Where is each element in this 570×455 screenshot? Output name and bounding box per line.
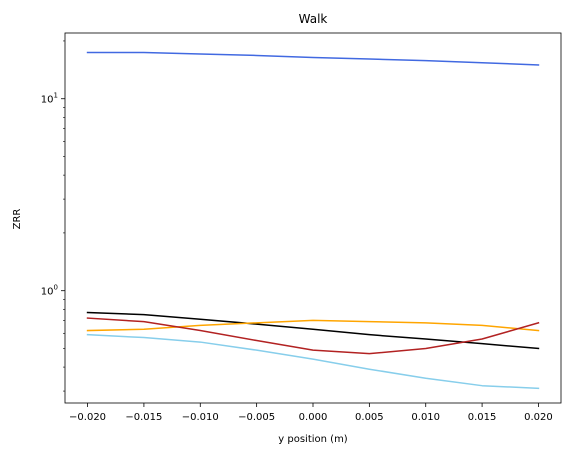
x-tick-label: −0.020 [69,412,106,423]
series-line-3 [86,319,540,332]
y-tick-label: 100 [41,284,58,298]
x-tick-label: −0.010 [182,412,219,423]
x-tick-label: 0.020 [524,412,553,423]
y-axis-label: ZRR [12,209,23,230]
chart-title: Walk [299,12,328,26]
series-layer [86,51,540,390]
x-tick-label: −0.005 [238,412,275,423]
x-tick-label: 0.010 [411,412,440,423]
series-line-5 [86,333,540,390]
x-axis-ticks: −0.020 −0.015 −0.010 −0.005 0.000 0.005 0.010 0… [69,403,553,423]
x-tick-label: 0.000 [299,412,328,423]
y-tick-label: 101 [41,92,58,106]
x-tick-label: −0.015 [125,412,162,423]
x-tick-label: 0.015 [468,412,497,423]
y-axis-ticks: 100 101 [41,40,65,392]
x-tick-label: 0.005 [355,412,384,423]
x-axis-label: y position (m) [278,434,348,445]
series-line-4 [86,317,540,355]
series-line-1 [86,51,540,66]
